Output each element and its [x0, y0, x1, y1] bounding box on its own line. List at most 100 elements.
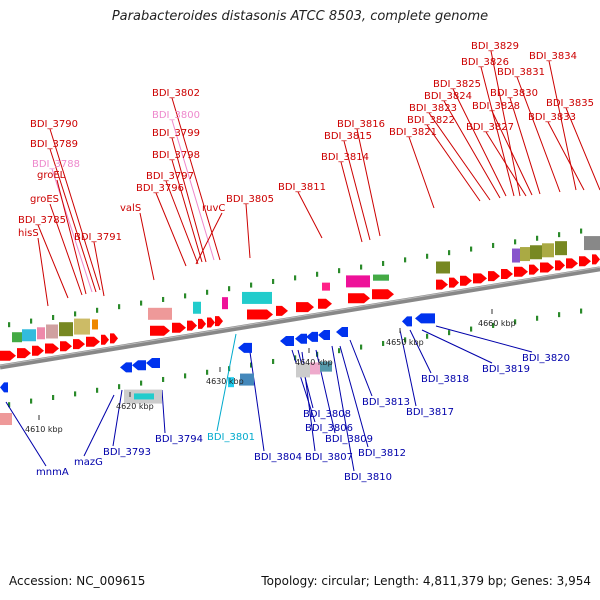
gene-label-bottom[interactable]: mnmA: [36, 467, 69, 478]
gene-box-forward[interactable]: [584, 236, 600, 251]
gene-label-bottom[interactable]: BDI_3806: [305, 423, 353, 434]
gene-label-top[interactable]: BDI_3800: [152, 110, 200, 121]
gene-label-top[interactable]: BDI_3799: [152, 128, 200, 139]
gene-label-top[interactable]: BDI_3822: [407, 115, 455, 126]
gene-box-forward[interactable]: [346, 275, 370, 288]
gene-arrow-forward[interactable]: [296, 302, 314, 313]
gene-label-top[interactable]: BDI_3791: [74, 232, 122, 243]
gene-box-reverse[interactable]: [0, 413, 12, 426]
gene-label-bottom[interactable]: BDI_3793: [103, 447, 151, 458]
gene-label-bottom[interactable]: BDI_3820: [522, 353, 570, 364]
gene-label-top[interactable]: valS: [120, 203, 141, 214]
gene-box-reverse[interactable]: [296, 363, 310, 378]
gene-label-bottom[interactable]: BDI_3812: [358, 448, 406, 459]
gene-box-reverse[interactable]: [320, 361, 332, 372]
gene-arrow-forward[interactable]: [566, 258, 578, 269]
gene-label-top[interactable]: BDI_3828: [472, 101, 520, 112]
gene-box-forward[interactable]: [222, 297, 228, 310]
gene-arrow-reverse[interactable]: [402, 316, 412, 327]
gene-box-forward[interactable]: [193, 301, 201, 314]
gene-arrow-forward[interactable]: [348, 293, 370, 304]
gene-box-forward[interactable]: [92, 319, 98, 330]
gene-label-top[interactable]: BDI_3790: [30, 119, 78, 130]
gene-label-bottom[interactable]: BDI_3804: [254, 452, 302, 463]
gene-label-bottom[interactable]: BDI_3819: [482, 364, 530, 375]
gene-label-top[interactable]: hisS: [18, 228, 39, 239]
gene-arrow-forward[interactable]: [110, 333, 118, 344]
gene-arrow-forward[interactable]: [0, 350, 16, 361]
gene-box-forward[interactable]: [520, 247, 530, 262]
gene-arrow-forward[interactable]: [60, 341, 72, 352]
gene-arrow-forward[interactable]: [372, 289, 394, 300]
gene-arrow-forward[interactable]: [473, 273, 487, 284]
gene-box-forward[interactable]: [512, 248, 520, 263]
gene-arrow-forward[interactable]: [187, 320, 197, 331]
gene-arrow-forward[interactable]: [150, 325, 170, 336]
gene-box-forward[interactable]: [555, 241, 567, 256]
gene-arrow-forward[interactable]: [247, 309, 273, 320]
gene-label-top[interactable]: BDI_3829: [471, 41, 519, 52]
gene-arrow-forward[interactable]: [45, 343, 59, 354]
gene-arrow-forward[interactable]: [460, 275, 472, 286]
gene-label-bottom[interactable]: BDI_3813: [362, 397, 410, 408]
gene-label-top[interactable]: BDI_3830: [490, 88, 538, 99]
gene-box-reverse[interactable]: [134, 393, 154, 400]
gene-label-top[interactable]: BDI_3821: [389, 127, 437, 138]
gene-label-top[interactable]: BDI_3823: [409, 103, 457, 114]
gene-arrow-forward[interactable]: [32, 345, 44, 356]
gene-box-reverse[interactable]: [310, 362, 320, 375]
gene-box-forward[interactable]: [74, 318, 90, 335]
gene-label-bottom[interactable]: BDI_3807: [305, 452, 353, 463]
gene-arrow-forward[interactable]: [101, 334, 109, 345]
gene-label-top[interactable]: BDI_3789: [30, 139, 78, 150]
gene-label-bottom[interactable]: BDI_3809: [325, 434, 373, 445]
gene-arrow-reverse[interactable]: [295, 333, 307, 344]
gene-arrow-forward[interactable]: [501, 269, 513, 280]
gene-arrow-forward[interactable]: [86, 336, 100, 347]
gene-arrow-forward[interactable]: [488, 271, 500, 282]
gene-arrow-forward[interactable]: [436, 279, 448, 290]
gene-arrow-forward[interactable]: [198, 318, 206, 329]
gene-box-forward[interactable]: [12, 332, 22, 343]
gene-arrow-forward[interactable]: [449, 277, 459, 288]
gene-arrow-forward[interactable]: [555, 260, 565, 271]
gene-box-forward[interactable]: [242, 291, 272, 304]
gene-box-forward[interactable]: [542, 243, 554, 258]
gene-arrow-forward[interactable]: [17, 348, 31, 359]
gene-label-top[interactable]: BDI_3788: [32, 159, 80, 170]
gene-box-forward[interactable]: [530, 245, 542, 260]
gene-arrow-forward[interactable]: [514, 266, 528, 277]
gene-label-top[interactable]: BDI_3825: [433, 79, 481, 90]
gene-arrow-reverse[interactable]: [238, 342, 252, 353]
gene-label-top[interactable]: BDI_3785: [18, 215, 66, 226]
gene-label-bottom[interactable]: BDI_3818: [421, 374, 469, 385]
gene-arrow-forward[interactable]: [540, 262, 554, 273]
gene-box-forward[interactable]: [46, 324, 58, 339]
gene-arrow-forward[interactable]: [529, 264, 539, 275]
gene-label-bottom[interactable]: BDI_3817: [406, 407, 454, 418]
gene-label-top[interactable]: groES: [30, 194, 59, 205]
gene-label-top[interactable]: BDI_3797: [146, 171, 194, 182]
gene-arrow-forward[interactable]: [207, 317, 215, 328]
gene-box-forward[interactable]: [22, 329, 36, 342]
gene-label-top[interactable]: BDI_3805: [226, 194, 274, 205]
gene-box-forward[interactable]: [322, 282, 330, 291]
gene-label-top[interactable]: groEL: [37, 170, 66, 181]
gene-arrow-reverse[interactable]: [146, 357, 160, 368]
gene-label-bottom[interactable]: BDI_3794: [155, 434, 203, 445]
gene-label-top[interactable]: BDI_3816: [337, 119, 385, 130]
gene-label-top[interactable]: BDI_3834: [529, 51, 577, 62]
gene-arrow-reverse[interactable]: [132, 360, 146, 371]
gene-label-bottom[interactable]: mazG: [74, 457, 103, 468]
gene-label-top[interactable]: BDI_3827: [466, 122, 514, 133]
gene-label-top[interactable]: BDI_3826: [461, 57, 509, 68]
gene-arrow-reverse[interactable]: [415, 313, 435, 324]
gene-arrow-reverse[interactable]: [120, 362, 132, 373]
gene-label-top[interactable]: BDI_3798: [152, 150, 200, 161]
gene-arrow-forward[interactable]: [215, 316, 223, 327]
gene-label-top[interactable]: BDI_3835: [546, 98, 594, 109]
gene-arrow-reverse[interactable]: [318, 329, 330, 340]
gene-label-top[interactable]: BDI_3833: [528, 112, 576, 123]
gene-label-top[interactable]: ruvC: [202, 203, 225, 214]
gene-arrow-forward[interactable]: [592, 254, 600, 265]
